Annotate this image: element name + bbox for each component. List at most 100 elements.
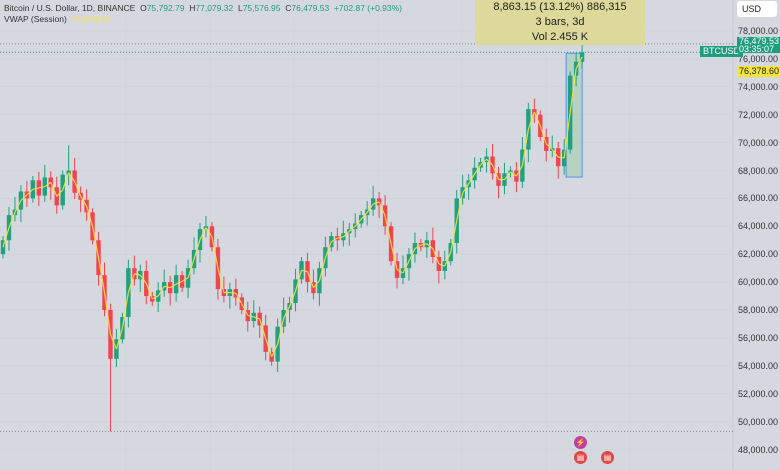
vwap-line (432, 248, 440, 265)
vwap-line (533, 111, 541, 127)
measure-tooltip: 8,863.15 (13.12%) 886,315 3 bars, 3d Vol… (475, 0, 645, 45)
vwap-line (539, 125, 547, 145)
vwap-line (127, 273, 135, 293)
vwap-line (384, 215, 392, 244)
vwap-line (480, 158, 487, 166)
vwap-line (294, 270, 303, 292)
vwap-line (408, 248, 416, 262)
vwap-line (164, 285, 171, 289)
vwap-line (414, 244, 422, 250)
vwap-line (44, 181, 52, 188)
vwap-line (253, 316, 260, 320)
vwap-line (277, 318, 285, 345)
vwap-line (181, 277, 189, 282)
last-price: 76,479.53 (739, 36, 780, 46)
us-flag-event-icon[interactable]: ▤ (601, 451, 614, 464)
price-tick-label: 60,000.00 (738, 277, 779, 288)
vwap-line (157, 285, 165, 297)
vwap-line (563, 112, 571, 159)
vwap-line (32, 187, 39, 190)
close-value: 76,479.53 (291, 3, 330, 13)
vwap-line (187, 258, 195, 279)
vwap-line (38, 185, 45, 189)
vwap-line (103, 292, 112, 335)
vwap-line (444, 251, 452, 267)
close-label: C (285, 3, 292, 13)
vwap-line (8, 212, 16, 228)
vwap-line (2, 227, 10, 248)
price-tick-label: 62,000.00 (738, 249, 779, 260)
high-value: 77,079.32 (195, 3, 234, 13)
low-value: 75,576.95 (242, 3, 281, 13)
price-tick-label: 64,000.00 (738, 221, 779, 232)
vwap-line (491, 164, 500, 180)
vwap-line (527, 111, 535, 130)
vwap-line (193, 239, 201, 260)
price-tick-label: 74,000.00 (738, 81, 779, 92)
price-tick-label: 50,000.00 (738, 416, 779, 427)
vwap-line (558, 156, 565, 159)
vwap-line (151, 295, 159, 300)
symbol-tag: BTCUSD (700, 46, 744, 57)
crypto-event-icon[interactable]: ⚡ (574, 436, 587, 449)
vwap-line (510, 171, 517, 177)
vwap-line (205, 227, 213, 238)
vwap-line (86, 205, 94, 227)
vwap-line (68, 172, 76, 182)
vwap-line (378, 201, 386, 217)
price-tick-label: 56,000.00 (738, 332, 779, 343)
vwap-line (521, 129, 529, 166)
vwap-line (175, 280, 183, 285)
vwap-line (271, 343, 279, 357)
last-price-tag: 76,479.53 03:35:07 (737, 36, 780, 54)
vwap-line (139, 274, 147, 284)
vwap-line (337, 236, 344, 239)
vwap-line (372, 201, 380, 205)
vwap-line (229, 291, 236, 294)
vwap-line (450, 220, 458, 253)
vwap-line (169, 283, 177, 289)
currency-selector[interactable]: USD (737, 1, 777, 17)
vwap-line (91, 226, 100, 258)
price-tick-label: 58,000.00 (738, 305, 779, 315)
vwap-line (438, 263, 445, 267)
vwap-line (312, 280, 320, 289)
measure-volume: Vol 2.455 K (531, 31, 589, 43)
high-label: H (189, 3, 196, 13)
vwap-line (265, 338, 273, 357)
vwap-line (26, 188, 34, 196)
open-value: 75,792.79 (146, 3, 185, 13)
vwap-line (396, 269, 404, 274)
vwap-line (211, 236, 219, 269)
vwap-line (283, 306, 291, 319)
indicator-name[interactable]: VWAP (Session) (4, 14, 67, 24)
vwap-line (462, 183, 470, 194)
us-flag-event-icon[interactable]: ▤ (574, 451, 587, 464)
vwap-line (241, 303, 249, 316)
vwap-line (575, 56, 583, 69)
vwap-line (97, 257, 106, 293)
vwap-line (551, 149, 559, 158)
price-tick-label: 76,000.00 (738, 53, 779, 64)
price-tick-label: 78,000.00 (738, 26, 779, 36)
vwap-line (402, 260, 410, 274)
change-value: +702.87 (+0.93%) (333, 3, 403, 13)
indicator-value: 76,378.60 (71, 14, 110, 24)
vwap-line (545, 143, 553, 151)
measure-change: 8,863.15 (13.12%) 886,315 (493, 1, 627, 13)
vwap-line (109, 334, 117, 350)
vwap-line (74, 181, 82, 197)
vwap-line (217, 268, 225, 293)
vwap-line (354, 218, 362, 227)
vwap-line (342, 230, 350, 238)
bar-countdown: 03:35:07 (739, 44, 775, 54)
vwap-line (569, 68, 577, 113)
vwap-line (390, 243, 398, 270)
price-tick-label: 68,000.00 (738, 165, 779, 176)
vwap-line (306, 271, 315, 288)
vwap-line (366, 203, 374, 213)
price-tick-label: 72,000.00 (738, 109, 779, 120)
vwap-line (145, 283, 153, 300)
vwap-line (134, 273, 141, 276)
